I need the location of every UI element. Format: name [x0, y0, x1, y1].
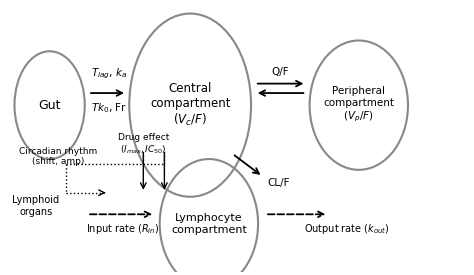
Text: Circadian rhythm
(shift, amp): Circadian rhythm (shift, amp) [19, 147, 98, 166]
Text: Input rate ($R_{in}$): Input rate ($R_{in}$) [86, 222, 159, 236]
Text: Lymphoid
organs: Lymphoid organs [12, 196, 59, 217]
Text: CL/F: CL/F [267, 178, 290, 188]
Text: Drug effect
$(I_{max}, IC_{50})$: Drug effect $(I_{max}, IC_{50})$ [118, 133, 169, 156]
Text: Output rate ($k_{out}$): Output rate ($k_{out}$) [304, 222, 390, 236]
Text: Gut: Gut [38, 99, 61, 112]
Text: $T_{lag}$, $k_a$: $T_{lag}$, $k_a$ [91, 67, 128, 81]
Text: Central
compartment
$(V_c/F)$: Central compartment $(V_c/F)$ [150, 82, 230, 128]
Text: Q/F: Q/F [272, 67, 290, 77]
Text: Lymphocyte
compartment: Lymphocyte compartment [171, 213, 247, 235]
Text: $Tk_0$, Fr: $Tk_0$, Fr [91, 101, 128, 115]
Text: Peripheral
compartment
$(V_p/F)$: Peripheral compartment $(V_p/F)$ [323, 86, 394, 124]
